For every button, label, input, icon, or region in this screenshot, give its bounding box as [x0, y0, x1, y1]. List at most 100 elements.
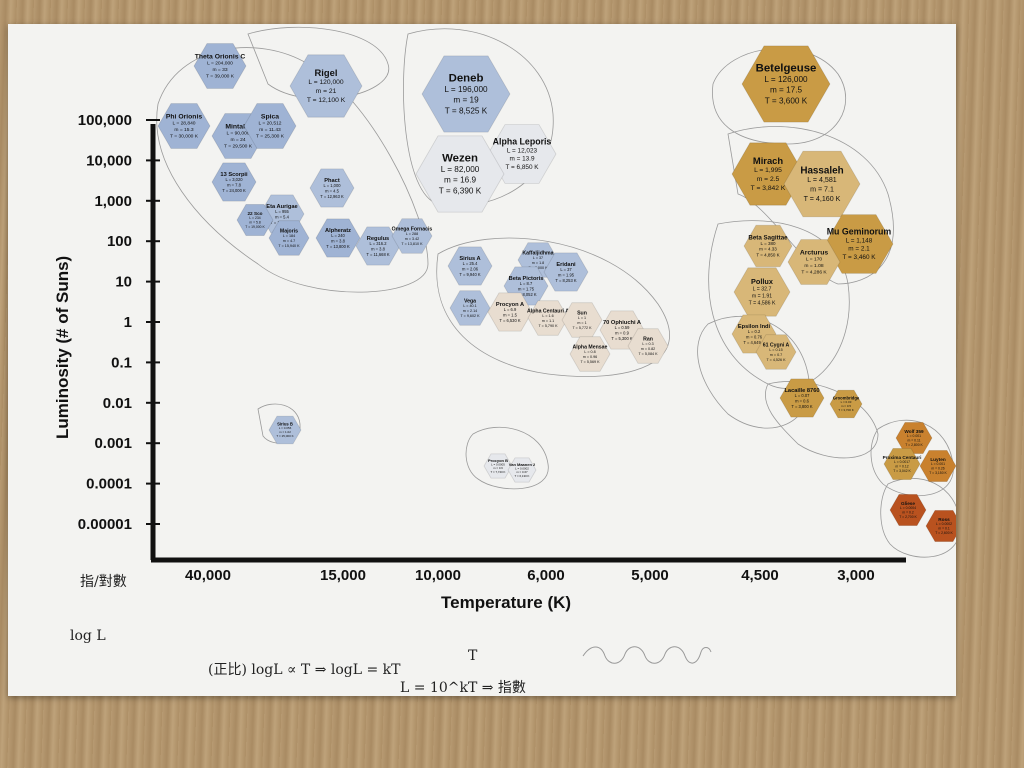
note-t: T	[468, 648, 478, 664]
star-name: Lacaille 8760	[784, 388, 819, 394]
star-info-line: m = 2.06	[462, 266, 479, 271]
star-hex-shape	[527, 300, 569, 336]
note-log-exp: 指/對數	[80, 574, 127, 590]
star-info-line: m = 0.76	[746, 334, 763, 339]
star-info-line: L = 234	[249, 216, 260, 220]
star-info-line: L = 0.8	[584, 350, 595, 354]
group-outline	[765, 381, 879, 459]
star-info-line: L = 25.4	[463, 261, 478, 266]
star-info-line: m = 4.7	[283, 239, 295, 243]
star-hex-shape	[391, 218, 433, 254]
star-hex-shape	[236, 203, 274, 237]
star-hex-shape	[733, 267, 791, 317]
star-hex-shape	[895, 421, 933, 455]
star-name: Regulus	[367, 236, 389, 242]
star-name: Deneb	[449, 73, 484, 85]
star-info-line: T = 39,000 K	[206, 74, 235, 80]
star-info-line: T = 5,569 K	[580, 360, 600, 364]
y-tick-label: 10,000	[86, 152, 132, 169]
star-hex-shape	[743, 224, 793, 268]
star-name: Rigel	[315, 67, 338, 78]
star-info-line: T = 8,253 K	[555, 278, 576, 283]
star-name: Wolf 359	[904, 429, 924, 434]
y-tick-label: 1,000	[94, 193, 132, 210]
star-info-line: m = 1.02	[279, 430, 291, 434]
group-outline	[257, 403, 301, 444]
star-info-line: T = 4,586 K	[749, 300, 776, 306]
star-name: Procyon B	[488, 458, 508, 463]
star-info-line: m = 17.5	[770, 86, 803, 95]
star-info-line: T = 3,800 K	[791, 404, 812, 409]
star-info-line: T = 4,526 K	[766, 358, 786, 362]
star-info-line: L = 0.2	[748, 329, 761, 334]
x-tick-label: 5,000	[631, 567, 669, 584]
star-hex-shape	[741, 45, 831, 123]
x-tick-label: 10,000	[415, 567, 461, 584]
star-hex-shape	[787, 239, 841, 285]
star-name: Betelgeuse	[756, 63, 817, 75]
star-info-line: T = 3,460 K	[842, 254, 876, 261]
star-name: Sirius A	[459, 256, 480, 262]
star-hex-shape	[268, 415, 302, 445]
star-info-line: T = 2,600 K	[935, 531, 953, 535]
star-name: Van Maanen 2	[509, 462, 536, 467]
star-info-line: L = 0.07	[795, 393, 810, 398]
star-name: 13 Scorpii	[220, 172, 248, 178]
y-tick-label: 100,000	[78, 112, 132, 129]
star-info-line: m = 3.8	[331, 238, 345, 243]
star-name: Mintaka	[225, 124, 251, 131]
star-info-line: T = 5,300 K	[611, 336, 632, 341]
note-exponential: L = 10^kT ⇒ 指數	[400, 680, 526, 696]
star-hex-shape	[919, 449, 956, 483]
star-hex-shape	[483, 453, 513, 479]
star-info-line: L = 8.7	[520, 281, 533, 286]
y-tick-label: 0.0001	[86, 476, 132, 493]
star-info-line: m = 33	[212, 67, 227, 73]
star-name: 61 Cygni A	[763, 342, 790, 348]
star-name: Ross	[938, 517, 950, 522]
star-name: Phact	[324, 178, 340, 184]
star-info-line: m = 2.14	[463, 309, 477, 313]
star-info-line: T = 5,790 K	[538, 324, 558, 328]
star-name: Proxima Centauri	[883, 455, 922, 460]
star-hex-shape	[309, 168, 355, 208]
star-info-line: m = 0.9	[615, 330, 629, 335]
star-name: Wezen	[442, 153, 478, 165]
star-info-line: L = 0.0002	[936, 522, 952, 526]
star-hex-sirius-a: Sirius AL = 25.4m = 2.06T = 9,940 K	[447, 246, 493, 286]
group-outline	[403, 28, 554, 207]
star-info-line: m = 0.6	[795, 398, 809, 403]
star-info-line: m = 2.1	[848, 246, 870, 253]
star-info-line: m = 0.2	[902, 511, 914, 515]
star-name: Groombridge	[833, 396, 860, 401]
star-info-line: L = 20,512	[258, 121, 281, 127]
x-tick-label: 6,000	[527, 567, 565, 584]
star-info-line: L = 1,148	[846, 237, 873, 244]
star-hex-shape	[755, 334, 797, 370]
star-info-line: m = 1	[577, 321, 586, 325]
y-tick-label: 0.01	[103, 395, 132, 412]
group-outline	[465, 426, 549, 490]
star-info-line: T = 3,150 K	[929, 471, 947, 475]
star-hex-shape	[415, 135, 505, 213]
star-name: 70 Ophiuchi A	[603, 320, 641, 326]
star-info-line: m = 1.91	[752, 294, 772, 300]
star-info-line: L = 170	[806, 257, 823, 263]
star-info-line: L = 316.2	[369, 241, 387, 246]
note-proportional: (正比) logL ∝ T ⇒ logL = kT	[208, 662, 401, 678]
group-outline	[156, 47, 429, 293]
star-hex-shape	[779, 378, 825, 418]
x-axis-label: Temperature (K)	[441, 593, 571, 612]
star-name: Hassaleh	[800, 165, 843, 176]
star-hex-shape	[889, 493, 927, 527]
star-info-line: m = 4.33	[759, 247, 777, 252]
